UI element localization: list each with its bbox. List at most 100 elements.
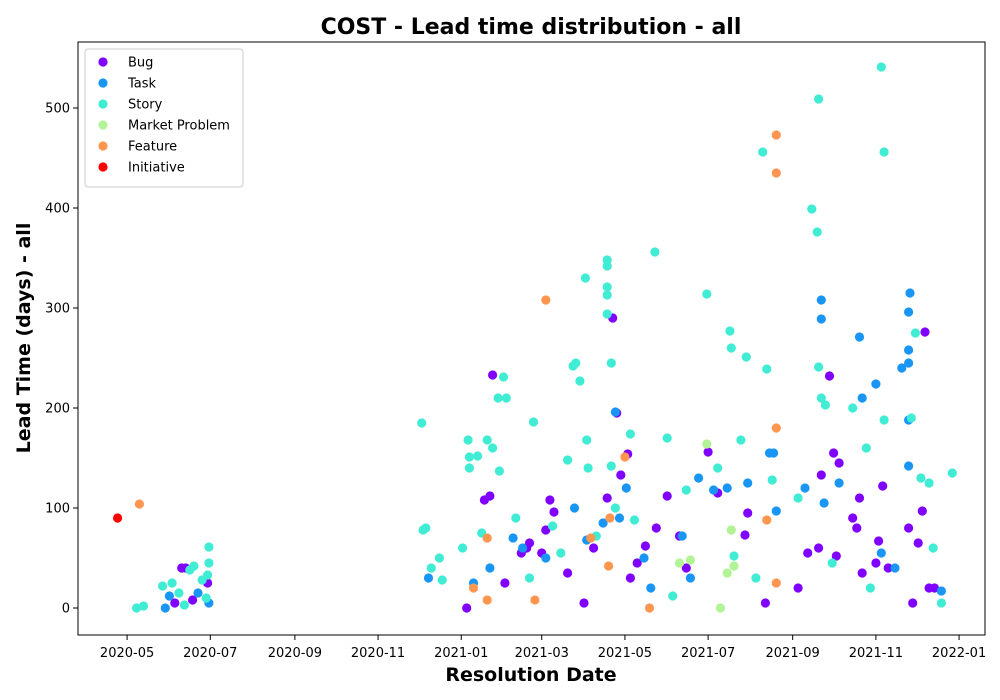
point-bug bbox=[651, 523, 661, 533]
x-tick-label: 2021-07 bbox=[681, 646, 735, 661]
point-story bbox=[158, 581, 168, 591]
point-task bbox=[722, 483, 732, 493]
point-task bbox=[854, 332, 865, 342]
point-bug bbox=[917, 506, 927, 516]
point-story bbox=[493, 393, 503, 403]
point-task bbox=[905, 288, 915, 298]
point-story bbox=[563, 455, 573, 465]
point-task bbox=[904, 307, 914, 317]
point-bug bbox=[743, 508, 753, 518]
point-bug bbox=[681, 563, 691, 573]
point-story bbox=[179, 600, 189, 610]
point-story bbox=[650, 247, 660, 257]
point-task bbox=[164, 591, 174, 601]
point-story bbox=[758, 147, 768, 157]
point-task bbox=[193, 588, 203, 598]
point-task bbox=[694, 473, 704, 483]
point-story bbox=[751, 573, 761, 583]
y-tick-label: 500 bbox=[45, 102, 70, 117]
point-bug bbox=[524, 538, 535, 548]
point-story bbox=[434, 553, 444, 563]
legend-label: Initiative bbox=[128, 161, 185, 176]
point-bug bbox=[829, 448, 839, 458]
point-story bbox=[702, 289, 712, 299]
point-story bbox=[625, 429, 636, 439]
point-story bbox=[203, 570, 213, 580]
point-bug bbox=[824, 371, 835, 381]
point-story bbox=[947, 468, 957, 478]
point-story bbox=[511, 513, 521, 523]
point-market-problem bbox=[674, 558, 685, 568]
point-story bbox=[204, 558, 214, 568]
point-feature bbox=[586, 533, 596, 543]
point-story bbox=[820, 400, 831, 410]
point-feature bbox=[644, 603, 655, 613]
point-story bbox=[528, 417, 539, 427]
point-task bbox=[771, 506, 781, 516]
point-story bbox=[602, 282, 612, 292]
point-story bbox=[548, 521, 558, 531]
point-story bbox=[463, 435, 473, 445]
point-story bbox=[464, 463, 474, 473]
point-task bbox=[569, 503, 580, 513]
point-market-problem bbox=[715, 603, 726, 613]
point-task bbox=[518, 543, 528, 553]
point-market-problem bbox=[685, 555, 696, 565]
point-story bbox=[865, 583, 876, 593]
legend-marker bbox=[98, 120, 108, 130]
point-market-problem bbox=[722, 568, 732, 578]
point-bug bbox=[816, 470, 826, 480]
point-task bbox=[834, 478, 844, 488]
point-bug bbox=[545, 495, 555, 505]
point-story bbox=[606, 461, 616, 471]
point-story bbox=[725, 326, 735, 336]
point-task bbox=[598, 518, 608, 528]
point-task bbox=[423, 573, 434, 583]
legend-marker bbox=[98, 78, 108, 88]
point-bug bbox=[874, 536, 884, 546]
point-bug bbox=[500, 578, 510, 588]
point-task bbox=[890, 563, 900, 573]
point-task bbox=[871, 379, 881, 389]
x-tick-label: 2022-01 bbox=[932, 646, 986, 661]
point-task bbox=[160, 603, 170, 613]
point-feature bbox=[482, 595, 492, 605]
point-bug bbox=[848, 513, 858, 523]
point-bug bbox=[616, 470, 626, 480]
legend-marker bbox=[98, 162, 108, 172]
point-feature bbox=[605, 513, 615, 523]
point-story bbox=[132, 603, 142, 613]
point-bug bbox=[883, 563, 893, 573]
y-axis: 0 100 200 300 400 500 bbox=[45, 102, 78, 617]
point-story bbox=[814, 362, 824, 372]
point-bug bbox=[625, 573, 636, 583]
y-tick-label: 100 bbox=[45, 502, 70, 517]
point-bug bbox=[803, 548, 813, 558]
x-axis: 2020-05 2020-07 2020-09 2020-11 2021-01 2021-… bbox=[100, 635, 986, 661]
point-story bbox=[602, 309, 612, 319]
point-task bbox=[904, 461, 914, 471]
point-story bbox=[767, 475, 777, 485]
point-bug bbox=[662, 491, 672, 501]
point-story bbox=[879, 415, 889, 425]
point-bug bbox=[904, 523, 914, 533]
point-bug bbox=[632, 558, 642, 568]
legend-marker bbox=[98, 57, 108, 67]
point-story bbox=[602, 261, 612, 271]
point-story bbox=[167, 578, 177, 588]
point-bug bbox=[871, 558, 881, 568]
point-task bbox=[485, 563, 495, 573]
point-story bbox=[437, 575, 447, 585]
point-story bbox=[580, 273, 591, 283]
point-story bbox=[426, 563, 436, 573]
point-bug bbox=[852, 523, 862, 533]
point-feature bbox=[771, 423, 781, 433]
point-feature bbox=[541, 295, 551, 305]
point-task bbox=[743, 478, 753, 488]
point-bug bbox=[854, 493, 865, 503]
point-story bbox=[928, 543, 938, 553]
point-bug bbox=[878, 481, 888, 491]
point-task bbox=[819, 498, 829, 508]
point-story bbox=[812, 227, 822, 237]
point-bug bbox=[602, 493, 612, 503]
